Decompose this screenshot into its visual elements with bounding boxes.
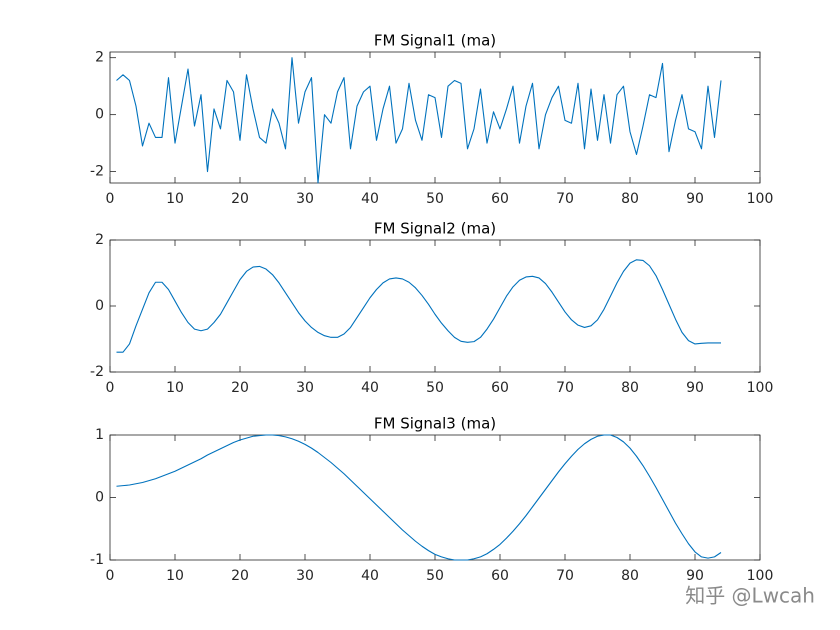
x-tick-label: 50	[426, 191, 444, 207]
chart-title: FM Signal3 (ma)	[374, 415, 496, 433]
y-tick-label: 2	[95, 232, 104, 248]
x-tick-label: 0	[106, 380, 115, 396]
x-tick-label: 0	[106, 191, 115, 207]
x-tick-label: 30	[296, 568, 314, 584]
x-tick-label: 20	[231, 568, 249, 584]
x-tick-label: 50	[426, 380, 444, 396]
x-tick-label: 80	[621, 568, 639, 584]
x-tick-label: 50	[426, 568, 444, 584]
watermark: 知乎 @Lwcah	[685, 584, 815, 608]
y-tick-label: -1	[90, 552, 104, 568]
x-tick-label: 60	[491, 380, 509, 396]
x-tick-label: 20	[231, 380, 249, 396]
chart-title: FM Signal2 (ma)	[374, 220, 496, 238]
y-tick-label: 1	[95, 427, 104, 443]
x-tick-label: 30	[296, 380, 314, 396]
y-tick-label: 0	[95, 107, 104, 123]
y-tick-label: 0	[95, 490, 104, 506]
x-tick-label: 10	[166, 568, 184, 584]
x-tick-label: 10	[166, 191, 184, 207]
x-tick-label: 40	[361, 191, 379, 207]
x-tick-label: 80	[621, 191, 639, 207]
x-tick-label: 40	[361, 568, 379, 584]
x-tick-label: 100	[747, 191, 774, 207]
x-tick-label: 90	[686, 568, 704, 584]
x-tick-label: 70	[556, 568, 574, 584]
y-tick-label: 0	[95, 298, 104, 314]
signal-line	[116, 434, 722, 561]
x-tick-label: 70	[556, 191, 574, 207]
signal-line	[116, 259, 721, 353]
y-tick-label: 2	[95, 50, 104, 66]
x-tick-label: 90	[686, 191, 704, 207]
x-tick-label: 60	[491, 568, 509, 584]
x-tick-label: 100	[747, 380, 774, 396]
x-tick-label: 30	[296, 191, 314, 207]
x-tick-label: 90	[686, 380, 704, 396]
x-tick-label: 60	[491, 191, 509, 207]
x-tick-label: 80	[621, 380, 639, 396]
signal-line	[116, 57, 722, 184]
y-tick-label: -2	[90, 164, 104, 180]
x-tick-label: 70	[556, 380, 574, 396]
x-tick-label: 0	[106, 568, 115, 584]
chart-title: FM Signal1 (ma)	[374, 32, 496, 50]
x-tick-label: 20	[231, 191, 249, 207]
x-tick-label: 10	[166, 380, 184, 396]
y-tick-label: -2	[90, 364, 104, 380]
x-tick-label: 40	[361, 380, 379, 396]
x-tick-label: 100	[747, 568, 774, 584]
